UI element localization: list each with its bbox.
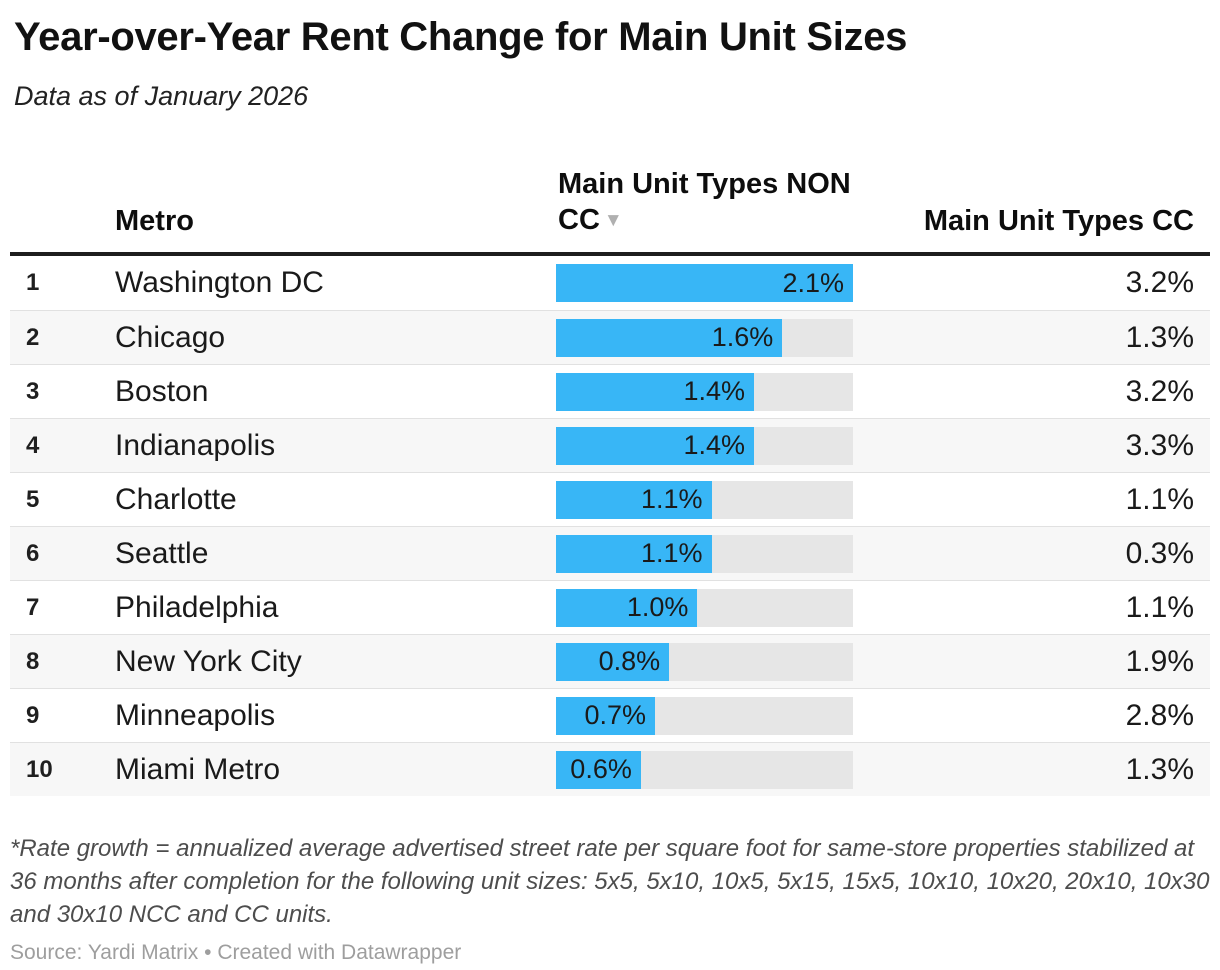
rank-cell: 2 <box>26 323 40 351</box>
metro-cell: Philadelphia <box>115 590 279 624</box>
metro-cell: New York City <box>115 644 302 678</box>
metro-cell: Miami Metro <box>115 752 281 786</box>
rank-cell: 8 <box>26 647 40 675</box>
bar-value-label: 1.4% <box>683 376 745 406</box>
page-title: Year-over-Year Rent Change for Main Unit… <box>14 15 908 59</box>
table-row: 9 Minneapolis 0.7% 2.8% <box>10 688 1210 742</box>
table-row: 4 Indianapolis 1.4% 3.3% <box>10 418 1210 472</box>
bar-track: 2.1% <box>556 264 853 302</box>
bar-fill: 1.6% <box>556 318 783 357</box>
metro-cell: Charlotte <box>115 482 237 516</box>
cc-value-cell: 1.3% <box>1125 752 1194 786</box>
column-header-non-cc-label: Main Unit Types NON CC <box>558 168 851 236</box>
bar-track: 1.6% <box>556 318 853 357</box>
cc-value-cell: 1.1% <box>1125 590 1194 624</box>
rank-cell: 3 <box>26 377 40 405</box>
cc-value-cell: 3.2% <box>1125 266 1194 299</box>
table-row: 3 Boston 1.4% 3.2% <box>10 364 1210 418</box>
bar-track: 1.4% <box>556 426 853 465</box>
rank-cell: 9 <box>26 701 40 729</box>
table-row: 10 Miami Metro 0.6% 1.3% <box>10 742 1210 796</box>
bar-value-label: 1.6% <box>711 322 774 352</box>
bar-track: 0.7% <box>556 696 853 735</box>
table-row: 2 Chicago 1.6% 1.3% <box>10 310 1210 364</box>
bar-fill: 1.4% <box>556 426 754 465</box>
metro-cell: Indianapolis <box>115 428 276 462</box>
bar-cell: 0.6% <box>556 750 853 789</box>
table-row: 7 Philadelphia 1.0% 1.1% <box>10 580 1210 634</box>
cc-value-cell: 2.8% <box>1125 698 1194 732</box>
cc-value-cell: 1.9% <box>1125 644 1194 678</box>
bar-track: 0.8% <box>556 642 853 681</box>
table-header-row: Metro Main Unit Types NON CC ▼ Main Unit … <box>10 166 1210 256</box>
rank-cell: 10 <box>26 755 53 783</box>
bar-value-label: 0.7% <box>584 700 646 730</box>
rank-cell: 5 <box>26 485 40 513</box>
bar-fill: 2.1% <box>556 264 853 302</box>
column-header-non-cc[interactable]: Main Unit Types NON CC ▼ <box>556 166 853 239</box>
bar-fill: 0.8% <box>556 642 670 681</box>
rank-cell: 7 <box>26 593 40 621</box>
metro-cell: Seattle <box>115 536 209 570</box>
column-header-cc[interactable]: Main Unit Types CC <box>923 205 1194 237</box>
bar-fill: 1.1% <box>556 534 712 573</box>
cc-value-cell: 1.3% <box>1125 320 1194 354</box>
bar-value-label: 1.4% <box>683 430 745 460</box>
table-row: 1 Washington DC 2.1% 3.2% <box>10 256 1210 310</box>
rank-cell: 6 <box>26 539 40 567</box>
cc-value-cell: 3.2% <box>1125 374 1194 408</box>
bar-fill: 1.4% <box>556 372 754 411</box>
table-row: 6 Seattle 1.1% 0.3% <box>10 526 1210 580</box>
bar-cell: 1.4% <box>556 426 853 465</box>
rank-cell: 1 <box>26 269 40 296</box>
chart-subtitle: Data as of January 2026 <box>14 81 309 111</box>
sort-descending-icon[interactable]: ▼ <box>603 210 623 231</box>
bar-cell: 2.1% <box>556 264 853 302</box>
bar-fill: 0.6% <box>556 750 641 789</box>
table-row: 8 New York City 0.8% 1.9% <box>10 634 1210 688</box>
bar-fill: 1.0% <box>556 588 698 627</box>
bar-value-label: 2.1% <box>782 267 844 298</box>
table-row: 5 Charlotte 1.1% 1.1% <box>10 472 1210 526</box>
footnote-text: *Rate growth = annualized average advert… <box>10 835 1210 928</box>
bar-track: 1.4% <box>556 372 853 411</box>
bar-cell: 1.0% <box>556 588 853 627</box>
cc-value-cell: 0.3% <box>1125 536 1194 570</box>
chart-container: Year-over-Year Rent Change for Main Unit… <box>0 14 1220 965</box>
bar-cell: 0.8% <box>556 642 853 681</box>
data-table: Metro Main Unit Types NON CC ▼ Main Unit … <box>10 166 1210 796</box>
bar-value-label: 0.8% <box>598 646 661 676</box>
bar-fill: 1.1% <box>556 480 712 519</box>
metro-cell: Boston <box>115 374 209 408</box>
column-header-metro[interactable]: Metro <box>115 205 194 237</box>
table-body: 1 Washington DC 2.1% 3.2% 2 Chicago 1.6%… <box>10 256 1210 796</box>
bar-fill: 0.7% <box>556 696 655 735</box>
metro-cell: Minneapolis <box>115 698 276 732</box>
source-attribution: Source: Yardi Matrix • Created with Data… <box>10 941 462 964</box>
bar-cell: 1.4% <box>556 372 853 411</box>
bar-value-label: 1.1% <box>641 538 703 568</box>
bar-track: 0.6% <box>556 750 853 789</box>
bar-track: 1.0% <box>556 588 853 627</box>
bar-value-label: 1.1% <box>641 484 703 514</box>
rank-cell: 4 <box>26 431 40 459</box>
bar-track: 1.1% <box>556 534 853 573</box>
metro-cell: Chicago <box>115 320 226 354</box>
metro-cell: Washington DC <box>115 266 324 299</box>
bar-track: 1.1% <box>556 480 853 519</box>
cc-value-cell: 1.1% <box>1125 482 1194 516</box>
bar-value-label: 0.6% <box>570 754 632 784</box>
bar-cell: 1.6% <box>556 318 853 357</box>
bar-value-label: 1.0% <box>626 592 689 622</box>
bar-cell: 1.1% <box>556 480 853 519</box>
bar-cell: 0.7% <box>556 696 853 735</box>
cc-value-cell: 3.3% <box>1125 428 1194 462</box>
bar-cell: 1.1% <box>556 534 853 573</box>
